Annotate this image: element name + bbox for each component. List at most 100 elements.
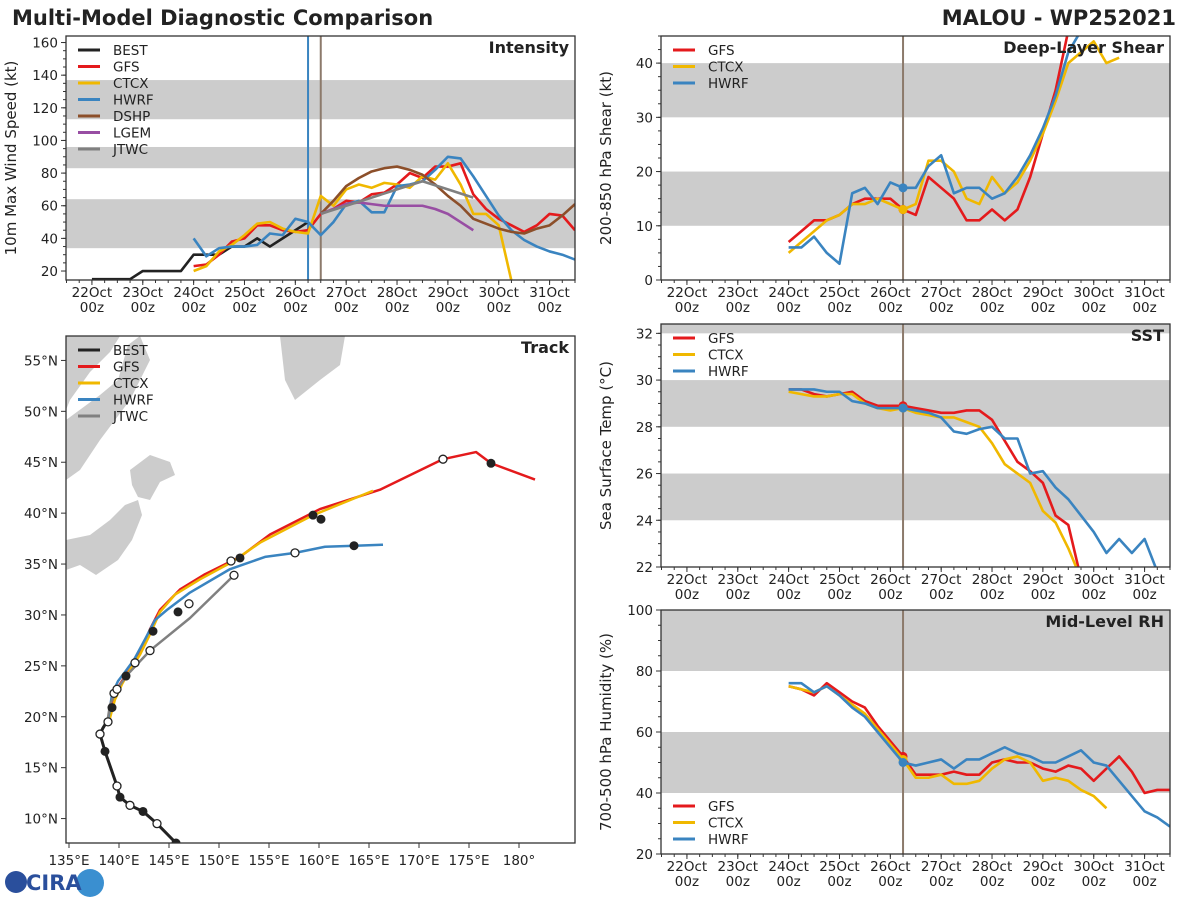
track-marker-12z [130,658,140,668]
track-marker-00z [349,541,359,551]
x-tick-label: 29Oct [1023,859,1064,875]
y-tick-label: 140 [32,68,58,84]
y-tick-label: 40°N [24,506,58,522]
track-plot-area [66,336,536,843]
y-tick-label: 100 [32,133,58,149]
x-tick-label: 155°E [248,853,289,869]
x-tick-label: 25Oct [819,285,860,301]
x-tick-label: 175°E [448,853,489,869]
x-tick-label: 30Oct [1073,859,1114,875]
track-marker-12z [290,548,300,558]
x-tick-sublabel: 00z [537,300,561,316]
series-line-jtwc [320,179,474,216]
x-tick-sublabel: 00z [675,300,699,316]
x-tick-sublabel: 00z [283,300,307,316]
series-line-gfs [788,681,1170,795]
x-tick-sublabel: 00z [929,874,953,890]
x-tick-sublabel: 00z [827,300,851,316]
x-tick-label: 30Oct [1073,572,1114,588]
track-marker-00z [100,746,110,756]
x-tick-sublabel: 00z [232,300,256,316]
legend-label-lgem: LGEM [113,126,151,142]
x-tick-sublabel: 00z [1031,300,1055,316]
x-tick-label: 22Oct [667,859,708,875]
logo-text: CIRA [26,871,82,895]
landmass [280,336,345,400]
axes-frame [65,335,576,844]
y-axis-label: 700-500 hPa Humidity (%) [597,633,615,831]
landmass [66,500,142,575]
x-tick-label: 25Oct [819,572,860,588]
track-line-gfs [106,450,536,721]
shaded-band [661,380,1170,427]
x-tick-label: 23Oct [718,859,759,875]
x-tick-sublabel: 00z [878,587,902,603]
init-point-hwrf [898,758,908,767]
y-tick-label: 55°N [24,353,58,369]
y-tick-label: 28 [636,420,653,436]
x-tick-sublabel: 00z [1082,587,1106,603]
x-tick-sublabel: 00z [827,587,851,603]
x-tick-sublabel: 00z [980,300,1004,316]
x-tick-sublabel: 00z [929,300,953,316]
x-tick-label: 30Oct [478,285,519,301]
rh-plot-area [661,610,1170,854]
x-tick-label: 24Oct [768,572,809,588]
y-tick-label: 120 [32,101,58,117]
track-marker-12z [226,556,236,566]
y-tick-label: 45°N [24,455,58,471]
y-tick-label: 15°N [24,761,58,777]
track-marker-00z [121,671,131,681]
x-tick-label: 30Oct [1073,285,1114,301]
legend-label-jtwc: JTWC [112,409,148,425]
x-tick-sublabel: 00z [776,300,800,316]
x-tick-sublabel: 00z [726,587,750,603]
series-line-dshp [319,165,575,235]
legend-label-ctcx: CTCX [113,76,149,92]
track-marker-12z [438,454,448,464]
x-tick-sublabel: 00z [1031,587,1055,603]
x-tick-sublabel: 00z [131,300,155,316]
legend-label-ctcx: CTCX [708,816,744,832]
series-line-ctcx [193,162,513,280]
landmass [66,336,150,480]
x-tick-sublabel: 00z [1082,300,1106,316]
x-tick-label: 145°E [148,853,189,869]
track-marker-12z [112,684,122,694]
track-marker-12z [125,800,135,810]
x-tick-sublabel: 00z [385,300,409,316]
x-tick-label: 26Oct [870,572,911,588]
x-tick-label: 27Oct [921,285,962,301]
x-tick-sublabel: 00z [726,300,750,316]
x-tick-sublabel: 00z [726,874,750,890]
y-axis-label: 200-850 hPa Shear (kt) [597,71,615,245]
y-tick-label: 20 [636,165,653,181]
x-tick-sublabel: 00z [436,300,460,316]
x-tick-sublabel: 00z [1132,587,1156,603]
shaded-band [661,732,1170,793]
x-tick-sublabel: 00z [878,300,902,316]
track-marker-00z [486,458,496,468]
figure-title: Multi-Model Diagnostic Comparison [12,6,433,30]
legend-label-best: BEST [113,43,148,59]
y-tick-label: 32 [636,326,653,342]
track-line-ctcx [107,489,374,721]
y-axis-label: 10m Max Wind Speed (kt) [2,61,20,256]
x-tick-sublabel: 00z [776,874,800,890]
x-tick-label: 27Oct [921,572,962,588]
y-tick-label: 25°N [24,659,58,675]
y-tick-label: 10 [636,219,653,235]
series-line-hwrf [192,155,575,261]
y-axis-label: Sea Surface Temp (°C) [597,361,615,530]
x-tick-label: 28Oct [972,285,1013,301]
y-tick-label: 160 [32,36,58,52]
legend-label-ctcx: CTCX [708,348,744,364]
track-marker-12z [229,570,239,580]
x-tick-label: 31Oct [1124,572,1165,588]
y-tick-label: 80 [41,166,58,182]
